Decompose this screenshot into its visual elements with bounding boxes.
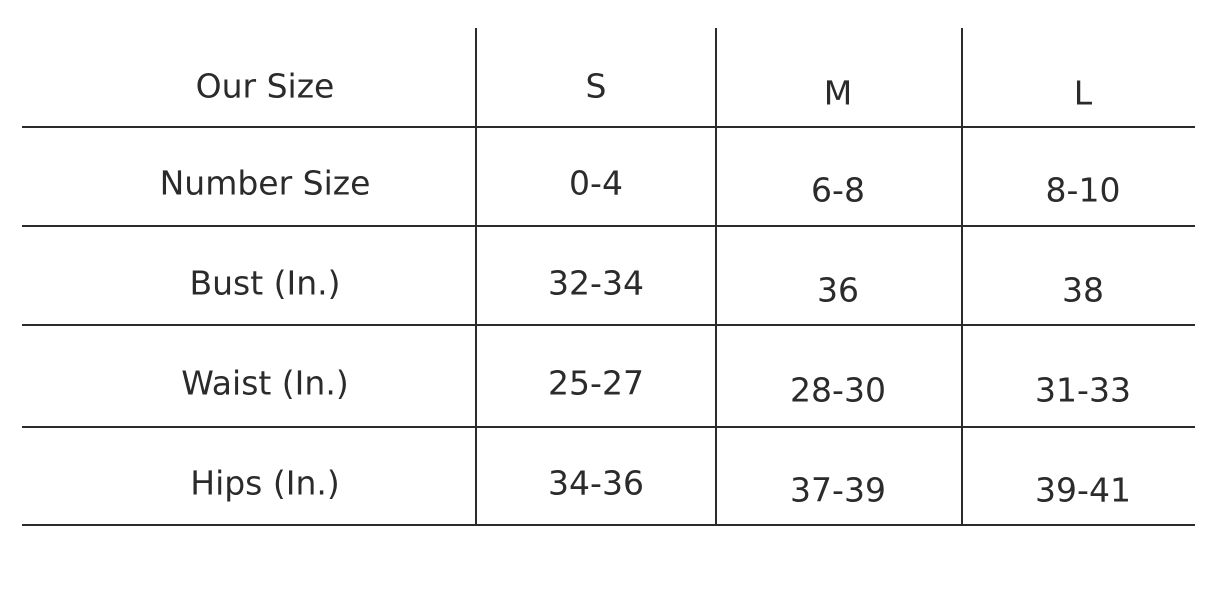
row-label: Number Size bbox=[160, 164, 371, 203]
header-cell: M bbox=[824, 74, 852, 113]
row-label: Bust (In.) bbox=[189, 264, 340, 303]
cell: 31-33 bbox=[1035, 371, 1131, 410]
cell: 28-30 bbox=[790, 371, 886, 410]
cell: 0-4 bbox=[569, 164, 623, 203]
cell: 37-39 bbox=[790, 471, 886, 510]
row-label: Waist (In.) bbox=[181, 364, 348, 403]
header-cell: S bbox=[586, 67, 607, 106]
cell: 25-27 bbox=[548, 364, 644, 403]
cell: 38 bbox=[1062, 271, 1104, 310]
row-label: Hips (In.) bbox=[190, 464, 340, 503]
cell: 32-34 bbox=[548, 264, 644, 303]
cell: 6-8 bbox=[811, 171, 865, 210]
cell: 8-10 bbox=[1046, 171, 1121, 210]
cell: 39-41 bbox=[1035, 471, 1131, 510]
cell: 36 bbox=[817, 271, 859, 310]
header-cell: Our Size bbox=[196, 67, 335, 106]
cell: 34-36 bbox=[548, 464, 644, 503]
header-cell: L bbox=[1074, 74, 1093, 113]
